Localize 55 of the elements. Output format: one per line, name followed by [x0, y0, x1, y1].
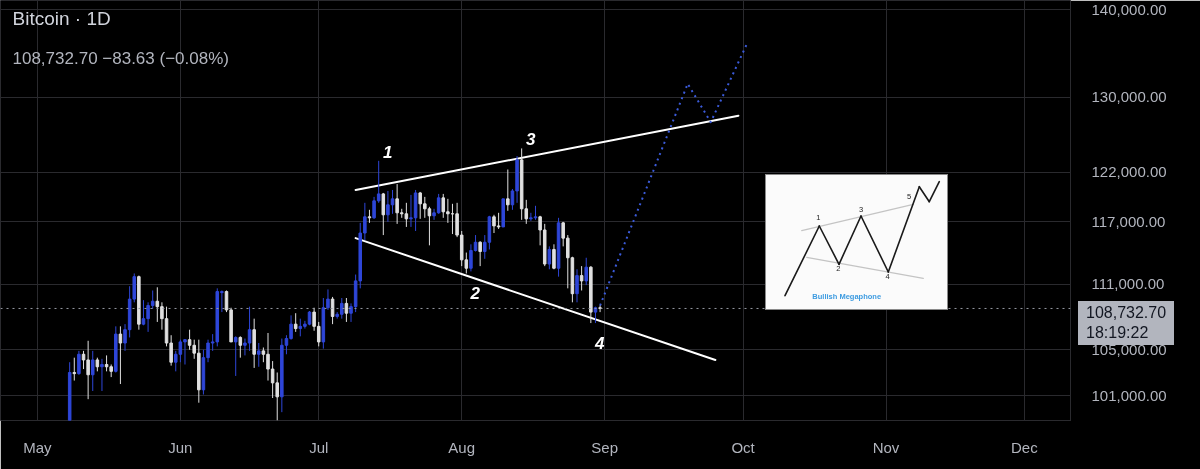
annotation: 2 — [469, 284, 481, 304]
candlestick — [100, 358, 104, 392]
candlestick — [579, 265, 584, 291]
candlestick — [478, 240, 482, 267]
y-tick-label: 122,000.00 — [1091, 163, 1167, 181]
candlestick — [233, 335, 238, 377]
candlestick — [72, 357, 77, 382]
y-tick-label: 111,000.00 — [1091, 275, 1165, 293]
annotation: 1 — [382, 142, 393, 162]
x-tick-label: Jul — [309, 438, 329, 456]
y-tick-label: 140,000.00 — [1091, 0, 1167, 18]
candlestick — [441, 193, 446, 219]
y-tick-label: 117,000.00 — [1091, 212, 1166, 230]
x-tick-label: Dec — [1011, 438, 1039, 456]
x-tick-label: Jun — [168, 438, 193, 456]
candlestick — [275, 371, 279, 421]
candlestick — [469, 243, 473, 272]
candlestick — [381, 192, 386, 236]
text: 108,732.70 −83.63 (−0.08%) — [12, 49, 229, 68]
candlestick — [547, 245, 552, 270]
candlestick — [575, 268, 579, 303]
x-tick-label: Oct — [731, 438, 756, 456]
ref-line-label: 108,732.70 — [1086, 303, 1167, 323]
candlestick — [436, 193, 441, 215]
candlestick — [386, 190, 390, 223]
candlestick — [141, 299, 146, 326]
candlestick — [247, 306, 252, 352]
text: 18:19:22 — [1086, 323, 1150, 343]
annotation: 3 — [525, 130, 536, 150]
candlestick — [155, 286, 160, 323]
x-tick-label: Nov — [872, 438, 900, 456]
y-tick-label: 105,000.00 — [1091, 340, 1167, 358]
y-tick-label: 130,000.00 — [1091, 88, 1167, 106]
annotation: 4 — [594, 334, 606, 354]
candlestick — [118, 325, 123, 385]
candlestick — [404, 202, 409, 228]
chart-title: Bitcoin · 1D — [12, 8, 111, 29]
candlestick — [529, 212, 533, 222]
candlestick — [238, 335, 243, 359]
candlestick — [77, 350, 81, 376]
x-tick-label: Aug — [448, 438, 476, 456]
y-tick-label: 101,000.00 — [1091, 386, 1167, 404]
candlestick — [552, 243, 556, 270]
candlestick — [257, 342, 261, 368]
candlestick — [178, 339, 183, 363]
x-tick-label: Sep — [591, 438, 619, 456]
candlestick — [90, 350, 95, 392]
candlestick — [506, 169, 510, 212]
x-tick-label: May — [23, 438, 53, 456]
candlestick — [344, 297, 349, 323]
candlestick — [598, 305, 602, 313]
candlestick — [293, 312, 298, 333]
candlestick — [584, 257, 588, 286]
candlestick — [187, 329, 192, 351]
candlestick — [86, 340, 90, 400]
